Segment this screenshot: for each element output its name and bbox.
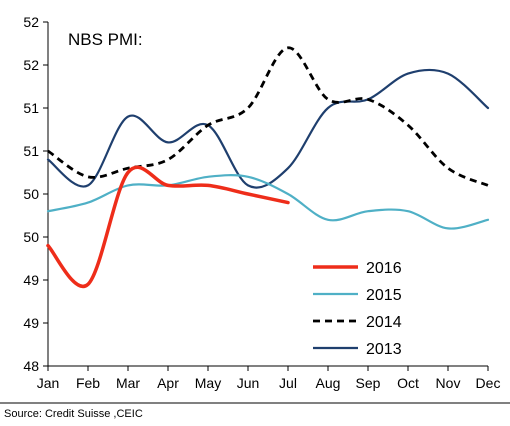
x-tick-label: Jul bbox=[279, 375, 297, 391]
y-tick-label: 52 bbox=[23, 14, 39, 30]
x-tick-label: Dec bbox=[476, 375, 501, 391]
legend-label-2014: 2014 bbox=[366, 314, 402, 331]
legend-label-2015: 2015 bbox=[366, 287, 402, 304]
legend-label-2016: 2016 bbox=[366, 260, 402, 277]
x-tick-label: Aug bbox=[316, 375, 341, 391]
series-line-2015 bbox=[46, 174, 490, 230]
chart-title: NBS PMI: bbox=[68, 30, 143, 49]
y-tick-label: 51 bbox=[23, 143, 39, 159]
y-tick-label: 49 bbox=[23, 272, 39, 288]
x-tick-label: Feb bbox=[76, 375, 100, 391]
source-note: Source: Credit Suisse ,CEIC bbox=[4, 408, 143, 420]
series-line-2014 bbox=[47, 46, 489, 187]
x-tick-label: Apr bbox=[157, 375, 179, 391]
y-tick-label: 50 bbox=[23, 186, 39, 202]
x-tick-label: Mar bbox=[116, 375, 140, 391]
x-tick-label: May bbox=[195, 375, 221, 391]
legend-label-2013: 2013 bbox=[366, 341, 402, 358]
x-tick-label: Nov bbox=[436, 375, 461, 391]
x-tick-label: Jun bbox=[237, 375, 260, 391]
series-line-2013 bbox=[46, 68, 490, 189]
axes bbox=[43, 21, 489, 371]
legend: 2016 2015 2014 2013 bbox=[313, 260, 402, 358]
series-line-2016 bbox=[46, 165, 290, 289]
x-tick-label: Oct bbox=[397, 375, 419, 391]
y-tick-labels: 48 49 49 50 50 51 51 52 52 bbox=[23, 14, 39, 374]
x-tick-label: Jan bbox=[37, 375, 60, 391]
y-tick-label: 50 bbox=[23, 229, 39, 245]
x-tick-label: Sep bbox=[356, 375, 381, 391]
x-tick-labels: Jan Feb Mar Apr May Jun Jul Aug Sep Oct Nov Dec bbox=[37, 375, 501, 391]
series-lines bbox=[46, 46, 490, 289]
y-tick-label: 51 bbox=[23, 100, 39, 116]
y-tick-label: 52 bbox=[23, 57, 39, 73]
y-tick-label: 48 bbox=[23, 358, 39, 374]
y-tick-label: 49 bbox=[23, 315, 39, 331]
